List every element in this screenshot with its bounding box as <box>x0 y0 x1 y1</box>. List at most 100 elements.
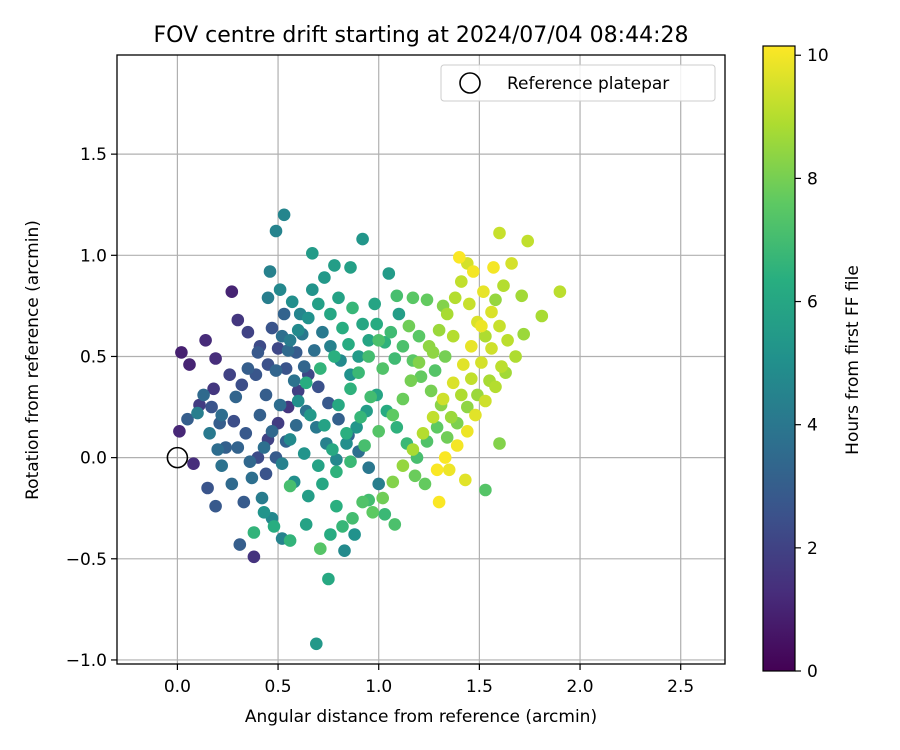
y-tick-label: −0.5 <box>66 550 107 570</box>
data-point <box>316 325 329 339</box>
data-point <box>281 344 295 357</box>
data-point <box>479 483 492 497</box>
data-point <box>354 410 367 424</box>
data-point <box>318 271 331 284</box>
data-point <box>241 362 255 375</box>
data-point <box>420 293 434 307</box>
data-point <box>442 463 456 477</box>
data-point <box>521 234 534 248</box>
data-point <box>283 433 297 446</box>
data-point <box>330 499 343 513</box>
data-point <box>436 392 450 406</box>
data-point <box>384 325 398 339</box>
data-point <box>366 506 380 519</box>
data-point <box>297 447 311 460</box>
data-point <box>515 289 528 303</box>
data-point <box>273 283 287 297</box>
data-point <box>326 443 339 456</box>
data-point <box>263 265 277 278</box>
data-point <box>332 398 345 412</box>
data-point <box>316 477 329 491</box>
data-point <box>350 421 363 434</box>
x-tick-label: 0.0 <box>164 677 191 697</box>
data-point <box>277 208 291 222</box>
data-point <box>265 321 279 335</box>
data-point <box>340 437 353 450</box>
data-point <box>257 506 271 519</box>
data-point <box>352 350 365 363</box>
data-point <box>310 637 323 651</box>
data-point <box>430 421 444 434</box>
legend-box <box>440 64 716 102</box>
data-point <box>233 538 247 551</box>
data-point <box>239 427 253 440</box>
data-point <box>312 459 325 473</box>
data-point <box>324 528 337 541</box>
data-point <box>338 544 351 557</box>
data-point <box>477 285 490 299</box>
data-point <box>231 441 245 454</box>
data-point <box>485 305 498 319</box>
data-point <box>299 376 313 390</box>
data-point <box>332 412 345 426</box>
data-point <box>324 307 337 321</box>
y-tick-label: 1.5 <box>80 145 107 165</box>
data-point <box>257 441 271 454</box>
colorbar-label: Hours from first FF file <box>843 265 863 455</box>
colorbar-tick-label: 8 <box>807 169 818 189</box>
x-tick-label: 0.5 <box>265 677 292 697</box>
colorbar-tick-label: 10 <box>807 46 829 66</box>
data-point <box>382 267 396 280</box>
data-point <box>461 400 474 414</box>
plot-frame <box>116 54 726 665</box>
data-point <box>493 319 506 333</box>
data-point <box>428 364 442 377</box>
data-point <box>346 512 359 525</box>
data-point <box>495 360 508 373</box>
data-point <box>448 291 462 305</box>
data-point <box>459 473 472 487</box>
data-point <box>356 495 369 509</box>
data-point <box>302 489 315 503</box>
data-point <box>215 408 228 422</box>
data-point <box>348 528 361 541</box>
y-tick-label: −1.0 <box>66 651 107 671</box>
data-point <box>271 342 285 355</box>
colorbar-tick-label: 4 <box>807 416 818 436</box>
data-point <box>430 463 444 477</box>
data-point <box>291 323 305 337</box>
data-point <box>322 572 335 586</box>
data-point <box>279 362 293 375</box>
data-point <box>485 342 498 355</box>
data-point <box>322 396 335 410</box>
data-point <box>229 390 243 404</box>
data-point <box>275 457 289 471</box>
data-point <box>444 410 458 424</box>
data-point <box>390 289 404 303</box>
colorbar-ticks: 0 2 4 6 8 10 <box>795 46 829 682</box>
data-point <box>197 388 210 402</box>
x-tick-label: 2.0 <box>567 677 594 697</box>
data-point <box>209 352 222 365</box>
data-point <box>432 323 446 337</box>
data-point <box>426 346 440 359</box>
colorbar-tick-label: 0 <box>807 662 818 682</box>
data-point <box>412 329 426 343</box>
data-point <box>465 340 478 353</box>
data-point <box>372 425 386 438</box>
data-point <box>344 382 357 396</box>
data-point <box>362 461 376 475</box>
data-point <box>342 338 355 351</box>
data-point <box>283 534 297 547</box>
data-point <box>392 307 406 321</box>
reference-platepar-marker <box>166 446 189 469</box>
data-point <box>181 412 194 426</box>
data-point <box>299 518 313 531</box>
data-point <box>489 293 502 307</box>
data-point <box>225 477 239 491</box>
data-point <box>390 421 404 434</box>
data-point <box>314 362 327 375</box>
x-axis-ticks: 0.0 0.5 1.0 1.5 2.0 2.5 <box>164 664 694 697</box>
data-point <box>509 350 522 363</box>
